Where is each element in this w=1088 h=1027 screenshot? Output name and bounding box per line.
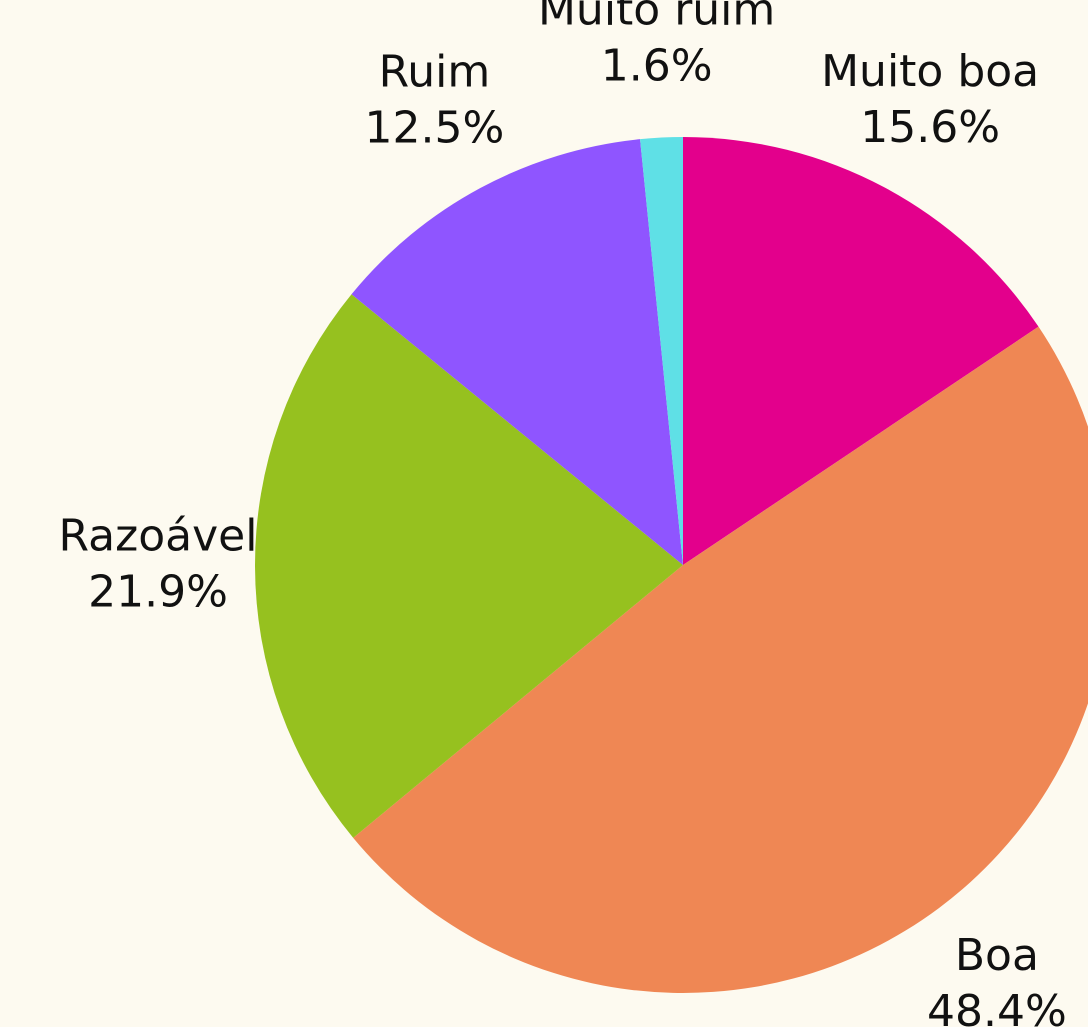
slice-label: Boa — [955, 930, 1039, 981]
slice-label: Muito boa — [821, 46, 1039, 97]
slice-value: 21.9% — [88, 567, 228, 618]
slice-value: 12.5% — [365, 103, 505, 154]
slice-value: 48.4% — [927, 986, 1067, 1027]
slice-label: Ruim — [379, 47, 491, 98]
slice-value: 1.6% — [601, 41, 713, 92]
slice-label: Razoável — [59, 511, 258, 562]
pie-slice — [351, 139, 683, 566]
pie-slice — [353, 326, 1088, 993]
pie-slice — [640, 137, 683, 565]
pie-slice — [255, 294, 684, 838]
slice-value: 15.6% — [860, 102, 1000, 153]
pie-slice — [683, 137, 1039, 565]
slice-label: Muito ruim — [538, 0, 775, 36]
